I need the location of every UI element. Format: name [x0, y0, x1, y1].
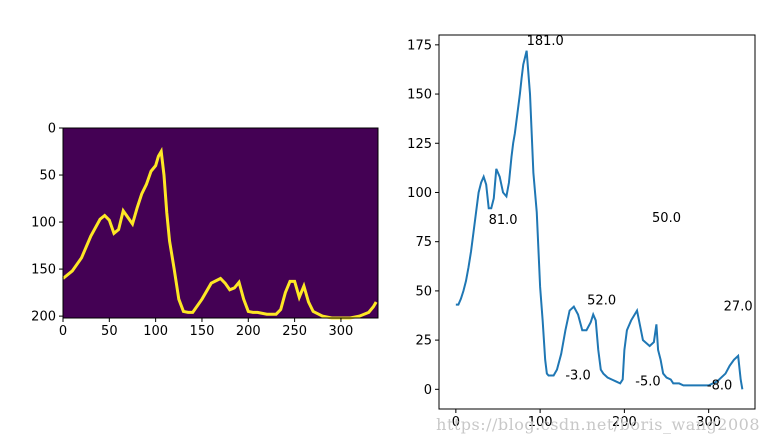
x-tick-label: 100: [528, 415, 553, 430]
line-plot-frame: [438, 34, 756, 410]
y-tick-label: 0: [48, 122, 56, 137]
peak-annotation: -3.0: [565, 368, 590, 383]
peak-annotation: -8.0: [707, 378, 732, 393]
y-tick-label: 150: [31, 263, 56, 278]
image-plot: 0 50 100 150 200 250 300 0 50 100 150 200: [31, 122, 379, 339]
y-tick-label: 100: [31, 216, 56, 231]
image-y-ticks: 0 50 100 150 200: [31, 122, 63, 325]
line-series: [455, 50, 744, 390]
y-tick-label: 50: [39, 169, 56, 184]
x-tick-label: 250: [282, 324, 307, 339]
x-tick-label: 150: [190, 324, 215, 339]
peak-annotation: 27.0: [724, 300, 753, 315]
image-plot-frame: [62, 127, 379, 319]
peak-annotation: 50.0: [652, 211, 681, 226]
y-tick-label: 100: [407, 186, 432, 201]
line-x-ticks: 0 100 200 300: [452, 409, 721, 430]
x-tick-label: 200: [236, 324, 261, 339]
image-x-ticks: 0 50 100 150 200 250 300: [59, 318, 353, 339]
peak-annotation: 52.0: [587, 294, 616, 309]
peak-annotation: 181.0: [527, 34, 564, 49]
x-tick-label: 100: [143, 324, 168, 339]
y-tick-label: 125: [407, 137, 432, 152]
y-tick-label: 175: [407, 38, 432, 53]
peak-annotation: 81.0: [489, 213, 518, 228]
image-curve: [62, 146, 378, 320]
y-tick-label: 200: [31, 310, 56, 325]
x-tick-label: 200: [612, 415, 637, 430]
peak-annotation: -5.0: [635, 374, 660, 389]
line-annotations: 181.0 81.0 52.0 -3.0 50.0 -5.0 27.0 -8.0: [489, 34, 753, 393]
x-tick-label: 300: [696, 415, 721, 430]
x-tick-label: 300: [329, 324, 354, 339]
y-tick-label: 0: [424, 383, 432, 398]
image-background: [63, 128, 378, 318]
y-tick-label: 25: [415, 334, 432, 349]
line-plot: 0 100 200 300 0 25 50 75 100 125 150 175 181.0 81.0…: [407, 34, 756, 430]
x-tick-label: 50: [101, 324, 118, 339]
line-plot-background: [439, 35, 755, 409]
y-tick-label: 150: [407, 88, 432, 103]
x-tick-label: 0: [59, 324, 67, 339]
y-tick-label: 75: [415, 235, 432, 250]
x-tick-label: 0: [452, 415, 460, 430]
line-y-ticks: 0 25 50 75 100 125 150 175: [407, 38, 439, 398]
watermark-text: https://blog.csdn.net/boris_wang2008: [436, 415, 760, 434]
y-tick-label: 50: [415, 284, 432, 299]
